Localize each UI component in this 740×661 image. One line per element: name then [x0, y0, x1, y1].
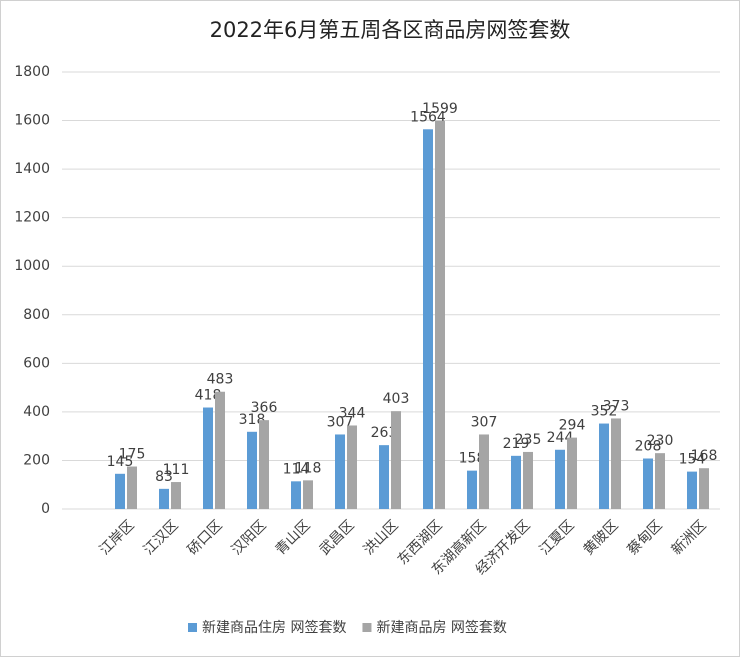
bar	[479, 434, 489, 509]
bar	[335, 434, 345, 509]
bar	[379, 445, 389, 509]
bar	[567, 437, 577, 509]
bar	[555, 449, 565, 509]
bar	[699, 468, 709, 509]
bar	[127, 466, 137, 509]
data-label: 235	[515, 432, 542, 448]
data-label: 83	[155, 469, 173, 485]
bar	[511, 455, 521, 509]
data-label: 352	[591, 404, 618, 420]
data-label: 219	[503, 436, 530, 452]
legend-swatch	[188, 623, 197, 632]
y-tick-label: 1400	[14, 161, 50, 177]
bar	[611, 418, 621, 509]
y-tick-label: 0	[41, 501, 50, 517]
bar	[215, 391, 225, 509]
data-label: 114	[283, 461, 310, 477]
data-label: 318	[239, 412, 266, 428]
data-label: 168	[691, 448, 718, 464]
bar	[203, 407, 213, 509]
bar	[643, 458, 653, 509]
data-label: 418	[195, 388, 222, 404]
data-label: 158	[459, 451, 486, 467]
data-label: 154	[679, 452, 706, 468]
bar	[435, 120, 445, 509]
data-label: 483	[207, 372, 234, 388]
data-label: 344	[339, 405, 366, 421]
y-tick-label: 1000	[14, 258, 50, 274]
data-label: 294	[559, 418, 586, 434]
chart-title: 2022年6月第五周各区商品房网签套数	[210, 18, 571, 42]
bar	[423, 129, 433, 509]
y-tick-label: 800	[23, 307, 50, 323]
y-tick-label: 200	[23, 452, 50, 468]
y-tick-label: 1800	[14, 64, 50, 80]
legend-swatch	[362, 623, 372, 632]
bar	[391, 411, 401, 509]
data-label: 208	[635, 439, 662, 455]
data-label: 373	[603, 398, 630, 414]
bar	[347, 425, 357, 509]
bar	[599, 423, 609, 509]
data-label: 118	[295, 460, 322, 476]
data-label: 403	[383, 391, 410, 407]
data-label: 145	[107, 454, 134, 470]
legend-label: 新建商品住房 网签套数	[202, 619, 346, 636]
data-label: 307	[327, 414, 354, 430]
data-label: 263	[371, 425, 398, 441]
data-label: 111	[163, 462, 190, 478]
y-tick-label: 400	[23, 404, 50, 420]
bar	[115, 473, 125, 509]
data-label: 175	[119, 447, 146, 463]
data-label: 244	[547, 430, 574, 446]
y-tick-label: 1600	[14, 113, 50, 129]
bar	[523, 451, 533, 509]
bar	[171, 482, 181, 509]
bar	[467, 470, 477, 509]
y-tick-label: 1200	[14, 210, 50, 226]
bar	[291, 481, 301, 509]
data-label: 230	[647, 433, 674, 449]
bar	[259, 420, 269, 509]
bar	[247, 431, 257, 509]
legend-label: 新建商品房 网签套数	[376, 619, 506, 636]
bar	[655, 453, 665, 509]
bar	[303, 480, 313, 509]
data-label: 366	[251, 400, 278, 416]
bar	[159, 488, 169, 509]
bar	[687, 471, 697, 509]
y-tick-label: 600	[23, 355, 50, 371]
data-label: 1599	[422, 101, 458, 117]
data-label: 307	[471, 414, 498, 430]
